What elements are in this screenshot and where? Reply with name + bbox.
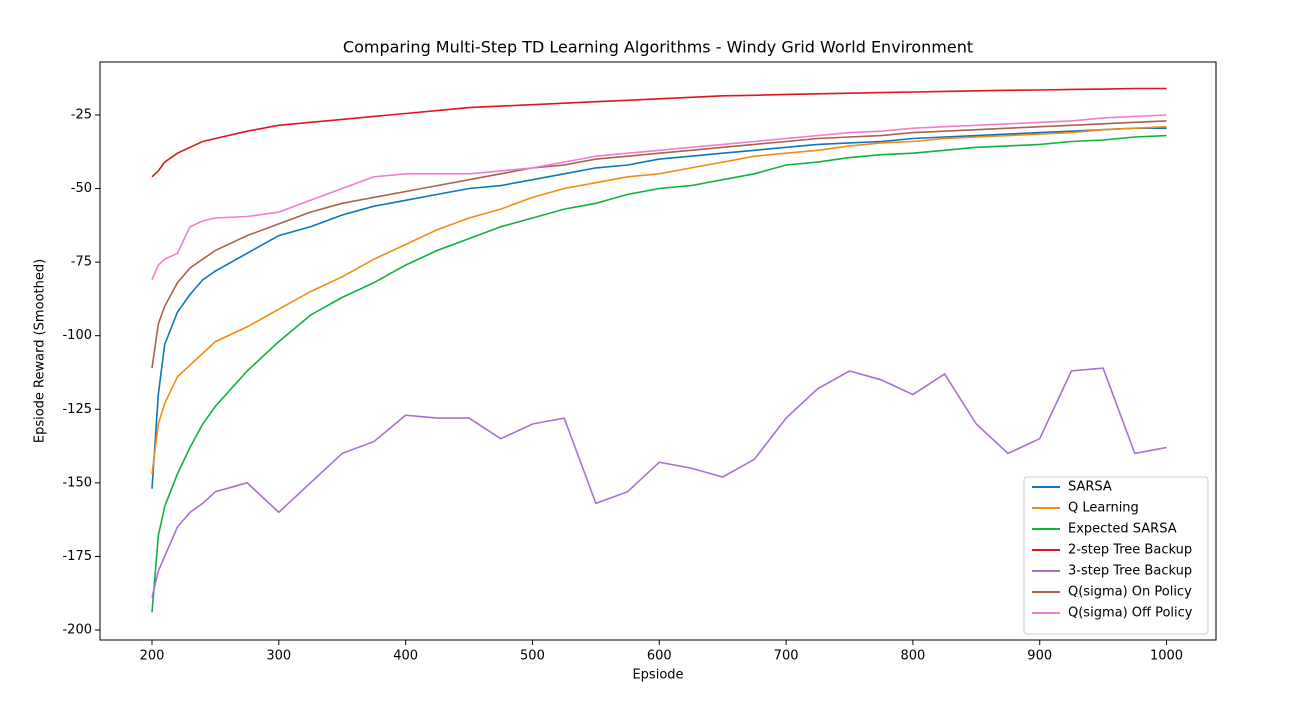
x-tick-label: 700 (774, 649, 799, 664)
chart-title: Comparing Multi-Step TD Learning Algorit… (343, 38, 973, 57)
legend-label: 2-step Tree Backup (1068, 543, 1192, 558)
x-tick-label: 800 (900, 649, 925, 664)
x-tick-label: 300 (266, 649, 291, 664)
y-tick-label: -100 (62, 328, 92, 343)
y-tick-label: -25 (71, 107, 92, 122)
legend-label: Q(sigma) Off Policy (1068, 606, 1193, 621)
series-line (151, 134, 1167, 613)
y-tick-label: -125 (62, 402, 92, 417)
y-tick-label: -175 (62, 549, 92, 564)
legend-label: SARSA (1068, 480, 1112, 495)
x-tick-label: 200 (140, 649, 165, 664)
x-tick-label: 500 (520, 649, 545, 664)
series-line (151, 114, 1167, 281)
series-line (151, 125, 1167, 475)
x-tick-label: 400 (393, 649, 418, 664)
legend-label: Expected SARSA (1068, 522, 1177, 537)
x-tick-label: 600 (647, 649, 672, 664)
legend-label: Q Learning (1068, 501, 1139, 516)
x-tick-label: 900 (1027, 649, 1052, 664)
y-tick-label: -150 (62, 475, 92, 490)
y-tick-label: -75 (71, 255, 92, 270)
x-axis-label: Epsiode (632, 668, 683, 683)
series-line (151, 120, 1167, 369)
y-axis-label: Epsiode Reward (Smoothed) (33, 259, 48, 443)
series-line (151, 367, 1167, 598)
legend-box (1023, 476, 1209, 635)
y-tick-label: -50 (71, 181, 92, 196)
series-line (151, 127, 1167, 489)
y-tick-label: -200 (62, 622, 92, 637)
plot-frame (99, 61, 1217, 641)
legend-label: Q(sigma) On Policy (1068, 585, 1192, 600)
series-line (151, 87, 1167, 178)
x-tick-label: 1000 (1150, 649, 1183, 664)
legend-label: 3-step Tree Backup (1068, 564, 1192, 579)
